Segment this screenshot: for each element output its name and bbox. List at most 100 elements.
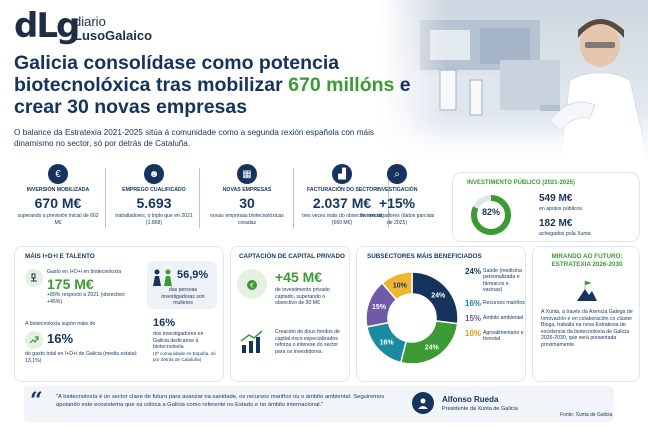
rise-value: 16% — [47, 331, 74, 346]
donut-slice-label: 24% — [425, 344, 440, 351]
talent-section: MÁIS I+D+I E TALENTO Gasto en I+D+i en b… — [14, 246, 224, 382]
women-card: 56,9% das persoas investigadoras son mul… — [147, 261, 217, 309]
growth-chart-icon — [240, 330, 263, 353]
donut-slice-label: 10% — [393, 283, 408, 290]
lab-photo — [380, 0, 648, 162]
women-icon — [153, 269, 172, 286]
money-bag-icon: € — [237, 269, 267, 299]
kpi-research: ⌕ INVESTIGACIÓN +15% de investigadores (… — [357, 164, 437, 234]
money-icon: € — [48, 164, 68, 184]
kpi-divider — [105, 168, 106, 228]
title-part1: Galicia consolídase como potencia biotec… — [14, 52, 340, 96]
quote-box: “ "A biotecnoloxía é un sector clave de … — [24, 386, 614, 422]
quote-icon: “ — [30, 388, 43, 414]
dedicated-desc: dos investigadores en Galicia dedicanse … — [153, 331, 204, 350]
public-investment-percent: 82% — [481, 207, 500, 217]
public-support-desc: en apoios públicos — [539, 206, 582, 212]
dedicated-note: (2ª comunidade en España, só por detrás … — [153, 351, 216, 362]
arrow-up-icon — [25, 331, 43, 349]
legend-name: Ámbito ambiental — [483, 315, 524, 322]
legend-pct: 10% — [465, 329, 482, 339]
subsectors-section: SUBSECTORES MÁIS BENEFICIADOS 24% 24% 16% 1… — [356, 246, 526, 382]
spend-value: 175 M€ — [47, 276, 94, 292]
quote-role: Presidente da Xunta de Galicia — [442, 406, 518, 412]
kpi-employment: ☻ EMPREGO CUALIFICADO 5.693 traballadore… — [110, 164, 198, 234]
kpi-label: NOVAS EMPRESAS — [222, 187, 272, 193]
kpi-value: 670 M€ — [34, 195, 82, 211]
subsectors-title: SUBSECTORES MÁIS BENEFICIADOS — [367, 253, 482, 260]
public-investment-title: INVESTIMENTO PÚBLICO (2021-2025) — [467, 180, 575, 186]
public-investment-card: INVESTIMENTO PÚBLICO (2021-2025) 82% 549… — [452, 172, 640, 242]
capital-desc: de investimento privado captado, superan… — [275, 287, 330, 306]
legend-item: 15% Ámbito ambiental — [465, 314, 525, 323]
building-icon: ▦ — [237, 164, 257, 184]
donut-slice — [381, 271, 413, 301]
kpi-label: EMPREGO CUALIFICADO — [122, 187, 186, 193]
microscope-icon — [25, 269, 43, 287]
donut-slice-label: 24% — [431, 292, 446, 299]
kpi-investment: € INVERSIÓN MOBILIZADA 670 M€ superando … — [14, 164, 102, 234]
women-desc: das persoas investigadoras son mulleres — [161, 287, 205, 306]
quote-author: Alfonso Rueda — [442, 395, 499, 404]
kpi-divider — [199, 168, 200, 228]
donut-slice-label: 15% — [372, 304, 387, 311]
capital-value: +45 M€ — [275, 269, 323, 285]
kpi-desc: novas empresas biotecnolóxicas creadas — [210, 213, 284, 226]
talent-title: MÁIS I+D+I E TALENTO — [25, 253, 95, 260]
donut-slice — [399, 320, 459, 365]
legend-pct: 24% — [465, 267, 482, 276]
kpi-revenue: ▟ FACTURACIÓN DO SECTOR 2.037 M€ tres ve… — [298, 164, 386, 234]
subsectors-donut: 24% 24% 16% 15% 10% — [365, 271, 459, 365]
chart-icon: ▟ — [332, 164, 352, 184]
title-part2: e crear 30 novas empresas — [14, 74, 411, 118]
kpi-label: FACTURACIÓN DO SECTOR — [307, 187, 377, 193]
kpi-desc: tres veces máis do obxectivo inicial (66… — [302, 213, 382, 226]
kpi-companies: ▦ NOVAS EMPRESAS 30 novas empresas biote… — [203, 164, 291, 234]
mountain-flag-icon — [577, 280, 597, 301]
donut-slice-label: 16% — [380, 340, 395, 347]
legend-item: 24% Saúde (medicina personalizada e fárma… — [465, 267, 525, 293]
future-section: MIRANDO AO FUTURO: ESTRATEXIA 2026-2030 … — [532, 246, 640, 382]
legend-item: 10% Agroalimentario e forestal — [465, 329, 525, 343]
spend-desc: +89% respecto a 2021 (obxectivo: +45%) — [47, 292, 126, 305]
logo-line2: LusoGalaico — [74, 28, 153, 43]
capital-section: CAPTACIÓN DE CAPITAL PRIVADO € +45 M€ de… — [230, 246, 350, 382]
legend-pct: 16% — [465, 299, 482, 309]
future-title: MIRANDO AO FUTURO: ESTRATEXIA 2026-2030 — [551, 253, 623, 268]
spend-label: Gasto en I+D+i en biotecnoloxía — [47, 269, 122, 275]
kpi-label: INVERSIÓN MOBILIZADA — [26, 187, 90, 193]
women-value: 56,9% — [177, 269, 209, 281]
kpi-divider — [293, 168, 294, 228]
subsectors-legend: 24% Saúde (medicina personalizada e fárma… — [465, 267, 525, 349]
rise-desc: do gasto total en I+D+i de Galicia (medi… — [25, 351, 138, 364]
capital-title: CAPTACIÓN DE CAPITAL PRIVADO — [239, 253, 345, 260]
kpi-value: 2.037 M€ — [312, 195, 372, 211]
kpi-desc: de investigadores (datos parciais de 202… — [359, 213, 435, 226]
logo: dLg diario LusoGalaico — [14, 8, 184, 48]
xunta-contribution-desc: achegados pola Xunta — [539, 231, 591, 237]
kpi-value: +15% — [378, 195, 416, 211]
svg-text:€: € — [250, 283, 254, 290]
legend-item: 16% Recursos mariños — [465, 299, 525, 308]
source-note: Fonte: Xunta de Galicia — [560, 412, 613, 418]
logo-mark: dLg — [14, 6, 80, 46]
public-support-value: 549 M€ — [539, 193, 573, 204]
subtitle: O balance da Estratexia 2021-2025 sitúa … — [14, 128, 375, 148]
future-desc: A Xunta, a través da Axencia Galega de I… — [541, 309, 633, 348]
title-highlight: 670 millóns — [288, 74, 395, 96]
kpi-value: 5.693 — [136, 195, 172, 211]
kpi-divider — [388, 168, 389, 228]
kpi-desc: traballadores, o triplo que en 2021 (1.8… — [115, 213, 193, 226]
public-investment-ring — [471, 195, 511, 235]
funds-desc: Creación de dous fondos de capital risco… — [275, 329, 340, 355]
legend-name: Saúde (medicina personalizada e fármacos… — [483, 268, 522, 293]
dedicated-value: 16% — [153, 317, 176, 329]
avatar — [412, 392, 434, 414]
logo-line1: diario — [74, 14, 106, 29]
people-icon: ☻ — [144, 164, 164, 184]
page-title: Galicia consolídase como potencia biotec… — [14, 52, 414, 118]
kpi-value: 30 — [239, 195, 255, 211]
legend-name: Agroalimentario e forestal — [483, 330, 524, 343]
xunta-contribution-value: 182 M€ — [539, 218, 573, 229]
legend-name: Recursos mariños — [483, 300, 525, 307]
